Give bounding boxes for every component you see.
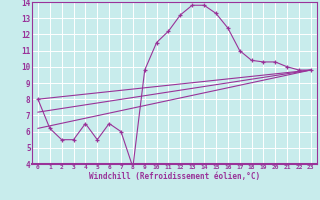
X-axis label: Windchill (Refroidissement éolien,°C): Windchill (Refroidissement éolien,°C) <box>89 172 260 181</box>
